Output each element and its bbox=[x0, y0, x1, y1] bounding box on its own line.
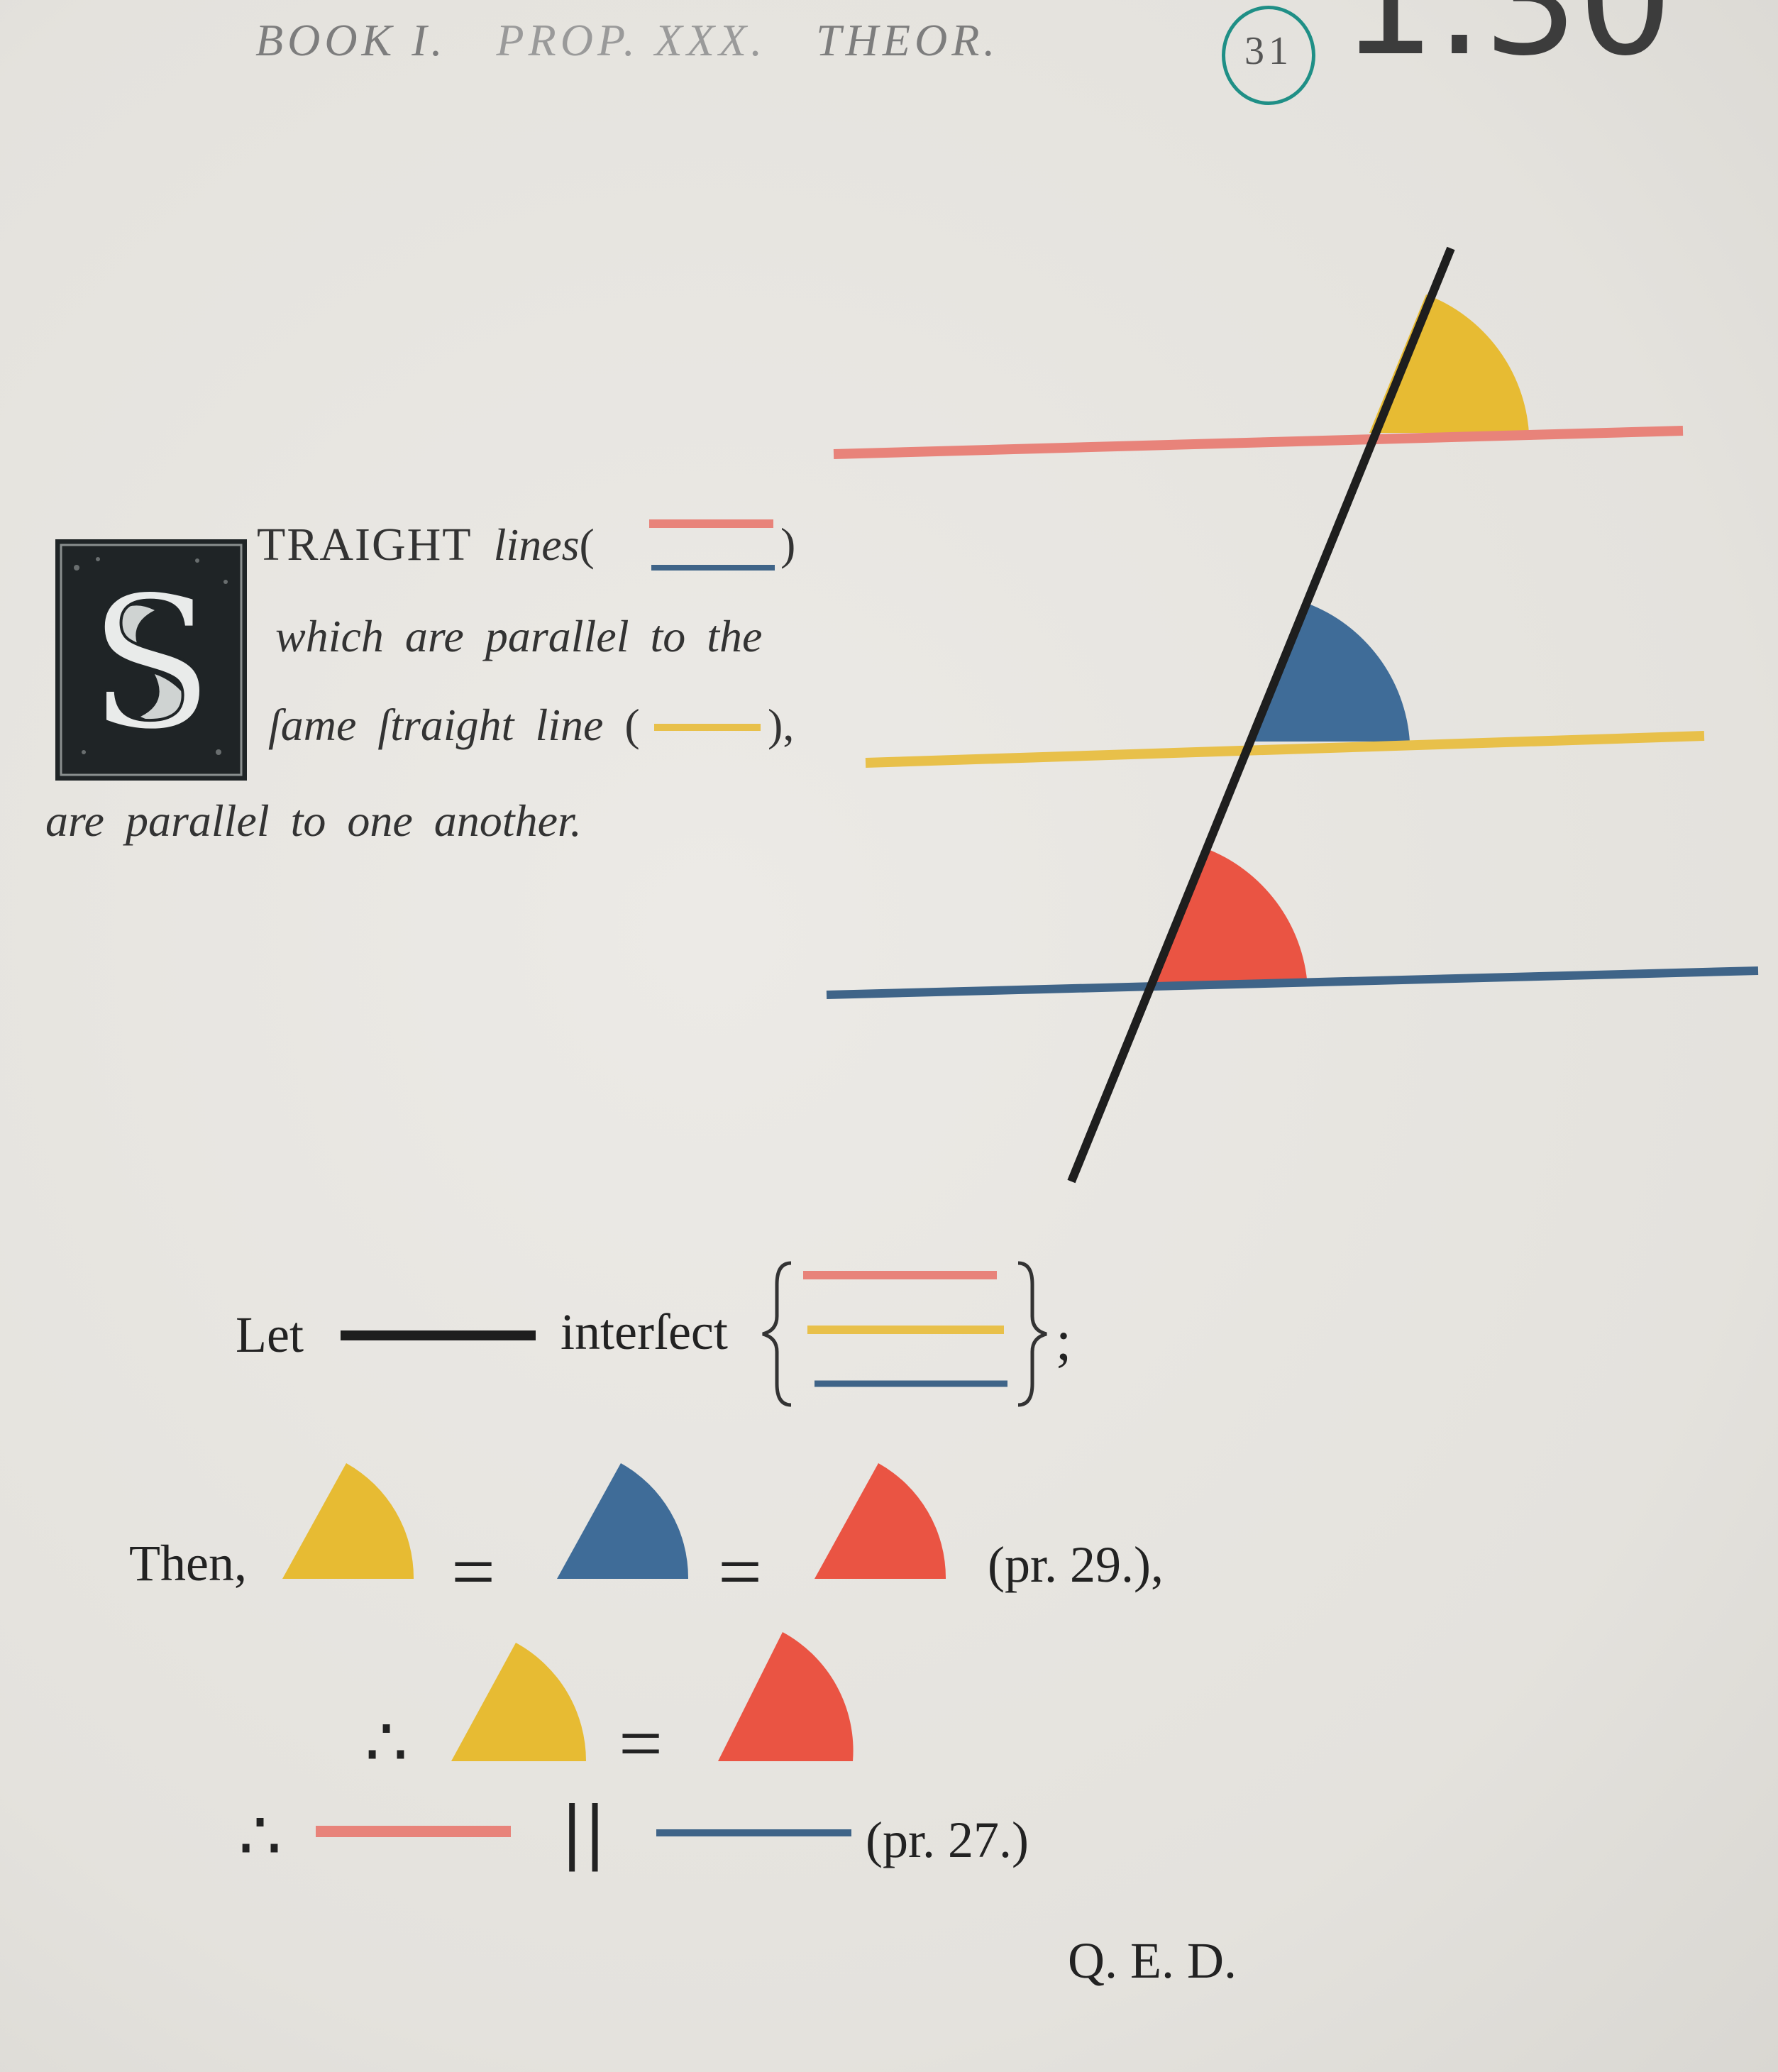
dropcap-ornament: S bbox=[55, 539, 247, 781]
paren-open: ( bbox=[579, 519, 595, 570]
red-angle-diagram bbox=[1148, 848, 1308, 986]
dropcap-ornament-icon: S bbox=[55, 539, 247, 781]
header-book: BOOK I. bbox=[255, 15, 447, 65]
let-label: Let bbox=[236, 1306, 304, 1363]
then-label: Then, bbox=[129, 1535, 247, 1592]
blue-angle-eq bbox=[557, 1463, 689, 1579]
ref-pr-29: (pr. 29.), bbox=[988, 1536, 1164, 1593]
equals-3: = bbox=[619, 1700, 663, 1787]
intro-line-2: which are parallel to the bbox=[275, 611, 763, 661]
black-transversal-line bbox=[1067, 246, 1455, 1184]
semicolon: ; bbox=[1056, 1310, 1072, 1372]
therefore-1: ∴ bbox=[365, 1704, 409, 1780]
header-kind: THEOR. bbox=[816, 15, 1000, 65]
paren-open-2: ( bbox=[624, 700, 640, 750]
running-header: BOOK I. PROP. XXX. THEOR. bbox=[255, 14, 1033, 67]
blue-parallel-line bbox=[826, 966, 1759, 999]
yellow-angle-therefore bbox=[451, 1643, 587, 1761]
interfect-label: interſect bbox=[561, 1304, 728, 1360]
intro-line-4: are parallel to one another. bbox=[45, 795, 582, 846]
yellow-angle-diagram bbox=[1369, 294, 1529, 433]
page-number-circled: 31 bbox=[1222, 6, 1315, 105]
red-angle-eq bbox=[815, 1463, 946, 1579]
paren-close: ) bbox=[780, 519, 796, 569]
intro-line-1: TRAIGHT lines( bbox=[257, 518, 595, 572]
paren-close-2: ), bbox=[768, 700, 795, 750]
parallel-symbol: || bbox=[561, 1792, 607, 1872]
dropcap-letter: S bbox=[88, 557, 214, 771]
therefore-2: ∴ bbox=[238, 1798, 282, 1874]
handwritten-note: 1.30 bbox=[1341, 0, 1673, 89]
equals-2: = bbox=[718, 1528, 763, 1615]
intro-line-3: ſame ſtraight line ( bbox=[268, 699, 640, 751]
intro-caps: TRAIGHT bbox=[257, 519, 473, 571]
right-brace bbox=[1017, 1261, 1047, 1407]
blue-angle-diagram bbox=[1250, 603, 1410, 742]
left-brace bbox=[762, 1261, 792, 1407]
red-angle-therefore bbox=[718, 1632, 854, 1761]
equals-1: = bbox=[451, 1528, 496, 1615]
ref-pr-27: (pr. 27.) bbox=[866, 1812, 1029, 1868]
intro-line-3-text: ſame ſtraight line bbox=[268, 700, 604, 750]
intro-lines-word: lines bbox=[493, 519, 580, 570]
yellow-parallel-line bbox=[865, 731, 1705, 768]
qed: Q. E. D. bbox=[1068, 1932, 1237, 1989]
yellow-angle-eq bbox=[282, 1463, 414, 1579]
red-parallel-line bbox=[833, 426, 1684, 459]
header-prop: PROP. XXX. bbox=[496, 15, 767, 65]
